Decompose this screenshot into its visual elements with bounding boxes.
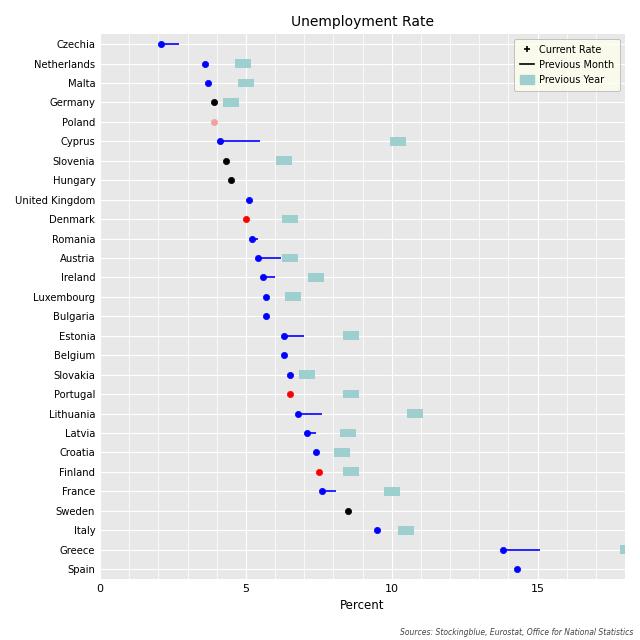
Bar: [407, 409, 423, 418]
Title: Unemployment Rate: Unemployment Rate: [291, 15, 434, 29]
X-axis label: Percent: Percent: [340, 599, 385, 612]
Bar: [620, 545, 636, 554]
Bar: [334, 448, 350, 457]
Text: Sources: Stockingblue, Eurostat, Office for National Statistics: Sources: Stockingblue, Eurostat, Office …: [400, 628, 634, 637]
Bar: [308, 273, 324, 282]
Bar: [223, 98, 239, 107]
Bar: [343, 390, 359, 399]
Bar: [235, 59, 251, 68]
Bar: [340, 429, 356, 437]
Bar: [343, 332, 359, 340]
Bar: [276, 156, 292, 165]
Bar: [384, 487, 400, 495]
Bar: [238, 79, 254, 87]
Bar: [282, 214, 298, 223]
Bar: [390, 137, 406, 146]
Bar: [285, 292, 301, 301]
Bar: [299, 370, 315, 379]
Legend: Current Rate, Previous Month, Previous Year: Current Rate, Previous Month, Previous Y…: [514, 39, 620, 91]
Bar: [343, 467, 359, 476]
Bar: [632, 564, 640, 573]
Bar: [398, 526, 414, 534]
Bar: [282, 253, 298, 262]
